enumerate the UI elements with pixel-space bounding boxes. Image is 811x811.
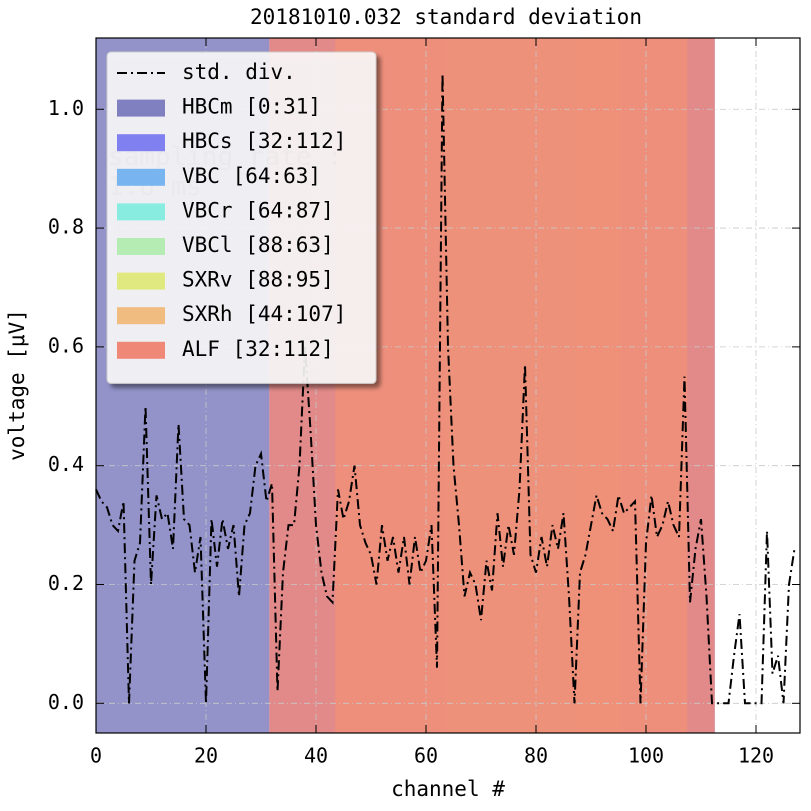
legend-swatch [117, 307, 165, 325]
legend-label: std. div. [182, 60, 296, 84]
legend-label: VBCl [88:63] [182, 233, 334, 257]
x-tick-label: 20 [194, 744, 218, 768]
y-tick-label: 1.0 [48, 96, 84, 120]
y-tick-label: 0.4 [48, 452, 84, 476]
legend-swatch [117, 203, 165, 221]
x-tick-label: 80 [524, 744, 548, 768]
x-tick-label: 100 [628, 744, 664, 768]
x-axis-label: channel # [391, 777, 505, 801]
x-tick-label: 120 [738, 744, 774, 768]
y-tick-label: 0.0 [48, 690, 84, 714]
legend-swatch [117, 99, 165, 117]
legend-swatch [117, 238, 165, 255]
legend-swatch [117, 134, 165, 152]
y-tick-label: 0.6 [48, 333, 84, 357]
legend-swatch [117, 168, 165, 186]
legend-label: ALF [32:112] [182, 337, 334, 361]
legend-label: SXRv [88:95] [182, 268, 334, 292]
x-tick-label: 0 [90, 744, 102, 768]
legend-swatch [117, 272, 165, 290]
y-tick-label: 0.8 [48, 215, 84, 239]
legend-swatch [117, 341, 165, 359]
plot-frame [95, 37, 801, 734]
y-tick-label: 0.2 [48, 571, 84, 595]
legend-label: HBCm [0:31] [182, 95, 321, 119]
x-tick-label: 40 [304, 744, 328, 768]
chart-title: 20181010.032 standard deviation [250, 5, 642, 29]
legend-label: HBCs [32:112] [182, 129, 346, 153]
data-line [95, 73, 796, 705]
legend-label: VBC [64:63] [182, 164, 321, 188]
x-tick-label: 60 [414, 744, 438, 768]
legend-label: VBCr [64:87] [182, 198, 334, 222]
y-axis-label: voltage [μV] [5, 309, 29, 461]
legend-label: SXRh [44:107] [182, 302, 346, 326]
legend-box [106, 51, 377, 384]
